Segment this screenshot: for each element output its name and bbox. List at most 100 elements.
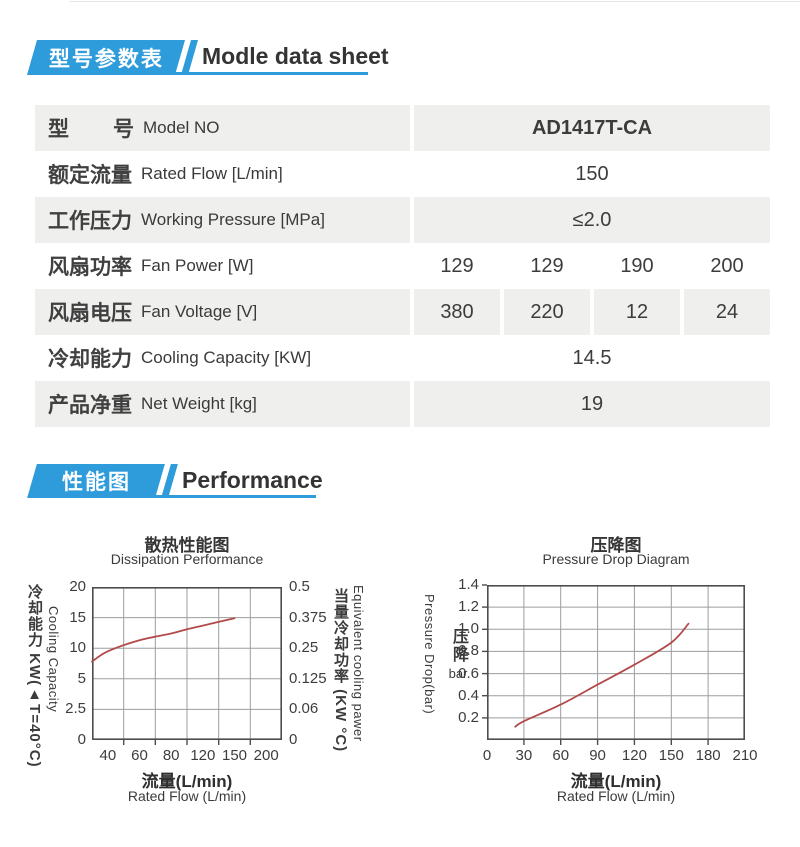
dissipation-yright-label-cn: 当量冷却功率 (KW °C)	[332, 588, 349, 753]
dissipation-xlabel-en: Rated Flow (L/min)	[127, 788, 247, 804]
spec-table: 型 号 Model NO AD1417T-CA 额定流量 Rated Flow …	[35, 105, 770, 427]
row-label-en: Net Weight [kg]	[141, 394, 257, 413]
y-right-tick-label: 0	[289, 731, 298, 748]
plot-frame	[92, 587, 282, 740]
badge-sliver	[161, 464, 178, 498]
pressure-ylabel-cn-chars: 压降	[450, 628, 467, 664]
x-tick-label: 120	[190, 747, 216, 764]
y-tick-label: 1.2	[458, 598, 479, 616]
y-tick-label: 0.4	[458, 686, 479, 704]
table-row-cooling-capacity: 冷却能力 Cooling Capacity [KW] 14.5	[35, 335, 770, 381]
row-value: 129	[530, 254, 564, 277]
row-value: 12	[594, 289, 680, 335]
row-label-cn: 产品净重	[48, 394, 132, 417]
top-divider	[70, 1, 800, 2]
row-value: 190	[620, 254, 654, 277]
y-right-tick-label: 0.25	[289, 639, 319, 657]
y-right-tick-label: 0.125	[289, 669, 327, 687]
dissipation-plot	[91, 587, 282, 745]
dissipation-yleft-label-cn: 冷却能力 KW(▲T=40°C)	[26, 584, 43, 768]
x-tick-label: 210	[732, 747, 758, 764]
row-value: 150	[414, 151, 770, 197]
row-label-en: Rated Flow [L/min]	[141, 164, 283, 183]
y-tick-label: 0.8	[458, 642, 479, 660]
pressure-ylabel-unit: bar	[448, 666, 468, 681]
badge-sliver	[180, 40, 199, 75]
pressure-ylabel-en: Pressure Drop(bar)	[422, 594, 437, 715]
pressure-ylabel-cn: 压降 bar	[444, 628, 472, 681]
x-tick-label: 0	[482, 747, 492, 764]
row-label-cn: 额定流量	[48, 164, 132, 187]
x-tick-label: 60	[131, 747, 148, 764]
pressure-plot	[482, 584, 745, 745]
y-left-tick-label: 15	[69, 608, 86, 626]
y-left-tick-label: 0	[77, 731, 86, 748]
row-label-en: Model NO	[143, 118, 220, 137]
y-tick-label: 1.0	[458, 620, 479, 638]
dissipation-yleft-label-en: Cooling Capacity	[46, 606, 61, 713]
x-tick-label: 80	[162, 747, 180, 764]
row-value: 380	[414, 289, 500, 335]
row-label-cn: 工作压力	[48, 210, 132, 233]
header-underline	[150, 495, 316, 498]
dissipation-yright-label-en: Equivalent cooling pawer	[351, 585, 366, 742]
row-value: 220	[504, 289, 590, 335]
row-label-en: Working Pressure [MPa]	[141, 210, 325, 229]
pressure-chart-title-en: Pressure Drop Diagram	[542, 551, 690, 567]
table-row-net-weight: 产品净重 Net Weight [kg] 19	[35, 381, 770, 427]
dissipation-chart-title-cn: 散热性能图	[144, 536, 230, 555]
pressure-chart-title-cn: 压降图	[590, 536, 642, 555]
y-left-tick-label: 10	[69, 639, 86, 657]
dissipation-xlabel-cn: 流量(L/min)	[141, 772, 233, 791]
curve-cooling-capacity	[91, 617, 236, 663]
y-left-tick-label: 5	[77, 669, 86, 687]
x-tick-label: 90	[589, 747, 606, 764]
row-value: 129	[440, 254, 474, 277]
x-tick-label: 150	[658, 747, 684, 764]
model-sheet-badge: 型号参数表	[26, 40, 186, 75]
row-value: ≤2.0	[414, 197, 770, 243]
row-label-cn: 风扇电压	[48, 302, 132, 325]
row-value: 19	[414, 381, 770, 427]
performance-title: Performance	[182, 467, 323, 493]
table-row-rated-flow: 额定流量 Rated Flow [L/min] 150	[35, 151, 770, 197]
row-label-en: Cooling Capacity [KW]	[141, 348, 312, 367]
x-tick-label: 150	[221, 747, 248, 764]
row-label-en: Fan Voltage [V]	[141, 302, 258, 321]
row-label-cn: 型 号	[48, 118, 134, 141]
plot-frame	[487, 585, 745, 740]
row-label-cn: 风扇功率	[48, 256, 132, 279]
x-tick-label: 120	[621, 747, 647, 764]
row-label-en: Fan Power [W]	[141, 256, 254, 275]
y-right-tick-label: 0.06	[289, 700, 319, 718]
row-value: 24	[684, 289, 770, 335]
row-value: 14.5	[414, 335, 770, 381]
y-tick-label: 1.4	[458, 576, 479, 593]
dissipation-chart-title-en: Dissipation Performance	[110, 551, 264, 567]
table-row-model: 型 号 Model NO AD1417T-CA	[35, 105, 770, 151]
row-values: 380 220 12 24	[414, 289, 770, 335]
curve-pressure-drop	[514, 622, 690, 728]
performance-badge: 性能图	[27, 464, 165, 498]
row-value: 200	[710, 254, 744, 277]
y-tick-label: 0.6	[458, 664, 479, 682]
x-tick-label: 200	[253, 747, 279, 764]
table-row-working-pressure: 工作压力 Working Pressure [MPa] ≤2.0	[35, 197, 770, 243]
x-tick-label: 60	[552, 747, 570, 764]
y-left-tick-label: 2.5	[65, 700, 86, 718]
x-tick-label: 180	[695, 747, 721, 764]
table-row-fan-voltage: 风扇电压 Fan Voltage [V] 380 220 12 24	[35, 289, 770, 335]
y-left-tick-label: 20	[69, 578, 86, 595]
y-right-tick-label: 0.5	[289, 578, 310, 595]
table-row-fan-power: 风扇功率 Fan Power [W] 129 129 190 200	[35, 243, 770, 289]
pressure-xlabel-en: Rated Flow (L/min)	[556, 788, 676, 804]
y-right-tick-label: 0.375	[289, 608, 327, 626]
x-tick-label: 30	[515, 747, 533, 764]
performance-badge-label: 性能图	[61, 471, 131, 494]
pressure-xlabel-cn: 流量(L/min)	[570, 772, 662, 791]
model-sheet-badge-label: 型号参数表	[48, 47, 164, 71]
row-values: 129 129 190 200	[414, 243, 770, 289]
x-tick-label: 40	[99, 747, 117, 764]
y-tick-label: 0.2	[458, 708, 479, 726]
